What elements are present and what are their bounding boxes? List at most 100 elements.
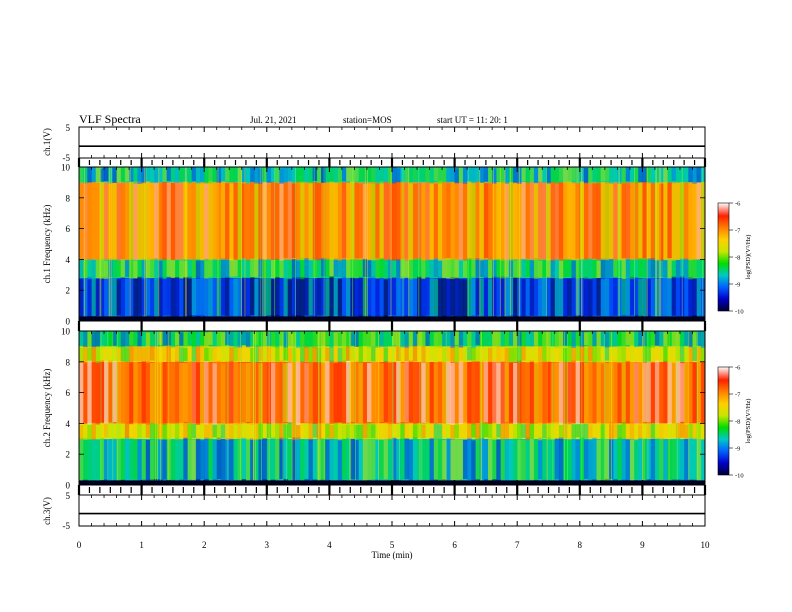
ch1-texture <box>120 167 126 182</box>
ch1-texture <box>212 277 218 317</box>
ch1-texture <box>571 167 576 182</box>
ch2-texture <box>571 347 576 363</box>
ch2-texture <box>621 346 626 362</box>
ch2-texture <box>433 332 439 348</box>
ch1-texture <box>312 181 318 260</box>
ch2-texture <box>437 361 443 423</box>
ch2-texture <box>333 361 339 422</box>
ch2-texture <box>675 438 681 482</box>
ch1-texture <box>316 167 322 184</box>
ch2-texture <box>629 422 635 440</box>
ch2-texture <box>333 345 339 363</box>
ch2-texture <box>404 438 409 480</box>
ch2-texture <box>700 440 705 482</box>
ch1-texture <box>291 167 297 183</box>
ch1-texture <box>250 167 255 182</box>
ch1-texture <box>270 259 276 279</box>
ch2-texture <box>79 331 84 346</box>
ch2-texture <box>371 331 376 347</box>
ch2-texture <box>216 346 222 361</box>
ch2-texture <box>141 440 147 480</box>
ch1-texture <box>166 258 172 278</box>
ch1-texture <box>504 276 510 317</box>
ch1-texture <box>108 167 113 184</box>
ch1-texture <box>291 277 297 317</box>
ch2-texture <box>421 331 426 347</box>
ch2-texture <box>417 439 422 480</box>
ch2-texture <box>195 346 201 363</box>
ch2-texture <box>696 347 702 363</box>
ch2-texture <box>521 424 526 438</box>
ch2-texture <box>429 345 435 362</box>
ch1-texture <box>129 167 134 182</box>
ch1-texture <box>325 167 330 183</box>
ch2-texture <box>341 360 347 424</box>
ch1-texture <box>383 260 389 280</box>
ch2-texture <box>300 439 305 481</box>
ch1-texture <box>629 181 635 259</box>
ch2-texture <box>417 422 422 438</box>
ch2-texture <box>379 345 384 362</box>
ch2-texture <box>554 362 560 424</box>
ch2-texture <box>634 424 639 441</box>
ch1-texture <box>337 279 343 317</box>
ch1-texture <box>200 183 205 261</box>
ch1-texture <box>425 167 430 183</box>
ch2-texture <box>554 422 560 439</box>
ch2-texture <box>483 346 489 362</box>
ch2-texture <box>225 361 230 425</box>
ch1-texture <box>91 181 96 260</box>
ch2-texture <box>533 423 539 439</box>
ch1-texture <box>333 277 339 316</box>
ch1-texture <box>487 279 493 318</box>
ch2-texture <box>291 423 297 441</box>
ch1-cb-tick-label: -7 <box>735 228 741 235</box>
ch1-texture <box>508 278 514 316</box>
ch1-texture <box>83 277 88 318</box>
ch2-texture <box>250 438 255 481</box>
ch2-texture <box>638 362 643 424</box>
ch2-texture <box>174 345 180 362</box>
ch2-texture <box>596 422 601 439</box>
ch2-texture <box>563 439 568 482</box>
ch1-texture <box>613 183 618 261</box>
ch2-texture <box>659 331 664 347</box>
ch1-texture <box>621 167 626 184</box>
ch1-texture <box>588 182 593 259</box>
ch2-texture <box>617 424 622 440</box>
ch2-texture <box>504 331 510 347</box>
ch2-cb-tick-label: -7 <box>735 392 741 399</box>
ch2-texture <box>379 363 384 423</box>
ch2-texture <box>646 439 652 479</box>
ch2-texture <box>212 346 218 363</box>
ch2-texture <box>446 438 451 482</box>
ch2-texture <box>538 362 543 425</box>
ch2-texture <box>588 440 593 482</box>
ch2-texture <box>191 346 197 362</box>
ch1-texture <box>316 258 322 277</box>
ch1-ytick-label: 6 <box>66 224 71 234</box>
ch2-texture <box>525 423 531 441</box>
ch2-texture <box>333 439 339 481</box>
ch1-texture <box>646 183 652 259</box>
ch2-texture <box>366 422 372 439</box>
ch1-texture <box>174 277 180 317</box>
ch2-texture <box>333 332 339 348</box>
ch2-texture <box>529 360 535 424</box>
ch2-texture <box>567 362 572 425</box>
ch1-texture <box>533 182 539 259</box>
ch2-texture <box>500 439 505 480</box>
ch1-texture <box>625 182 631 259</box>
ch1-texture <box>504 182 510 261</box>
ch2-texture <box>684 424 689 439</box>
ch2-texture <box>329 424 334 439</box>
ch1-texture <box>116 183 122 261</box>
ch1-texture <box>654 182 660 261</box>
ch2-texture <box>659 346 664 362</box>
ch2-texture <box>575 345 581 361</box>
ch1-texture <box>513 167 518 183</box>
ch1-texture <box>663 182 668 261</box>
ch2-texture <box>233 362 238 425</box>
ch1-texture <box>87 258 92 280</box>
ch2-texture <box>600 438 606 481</box>
